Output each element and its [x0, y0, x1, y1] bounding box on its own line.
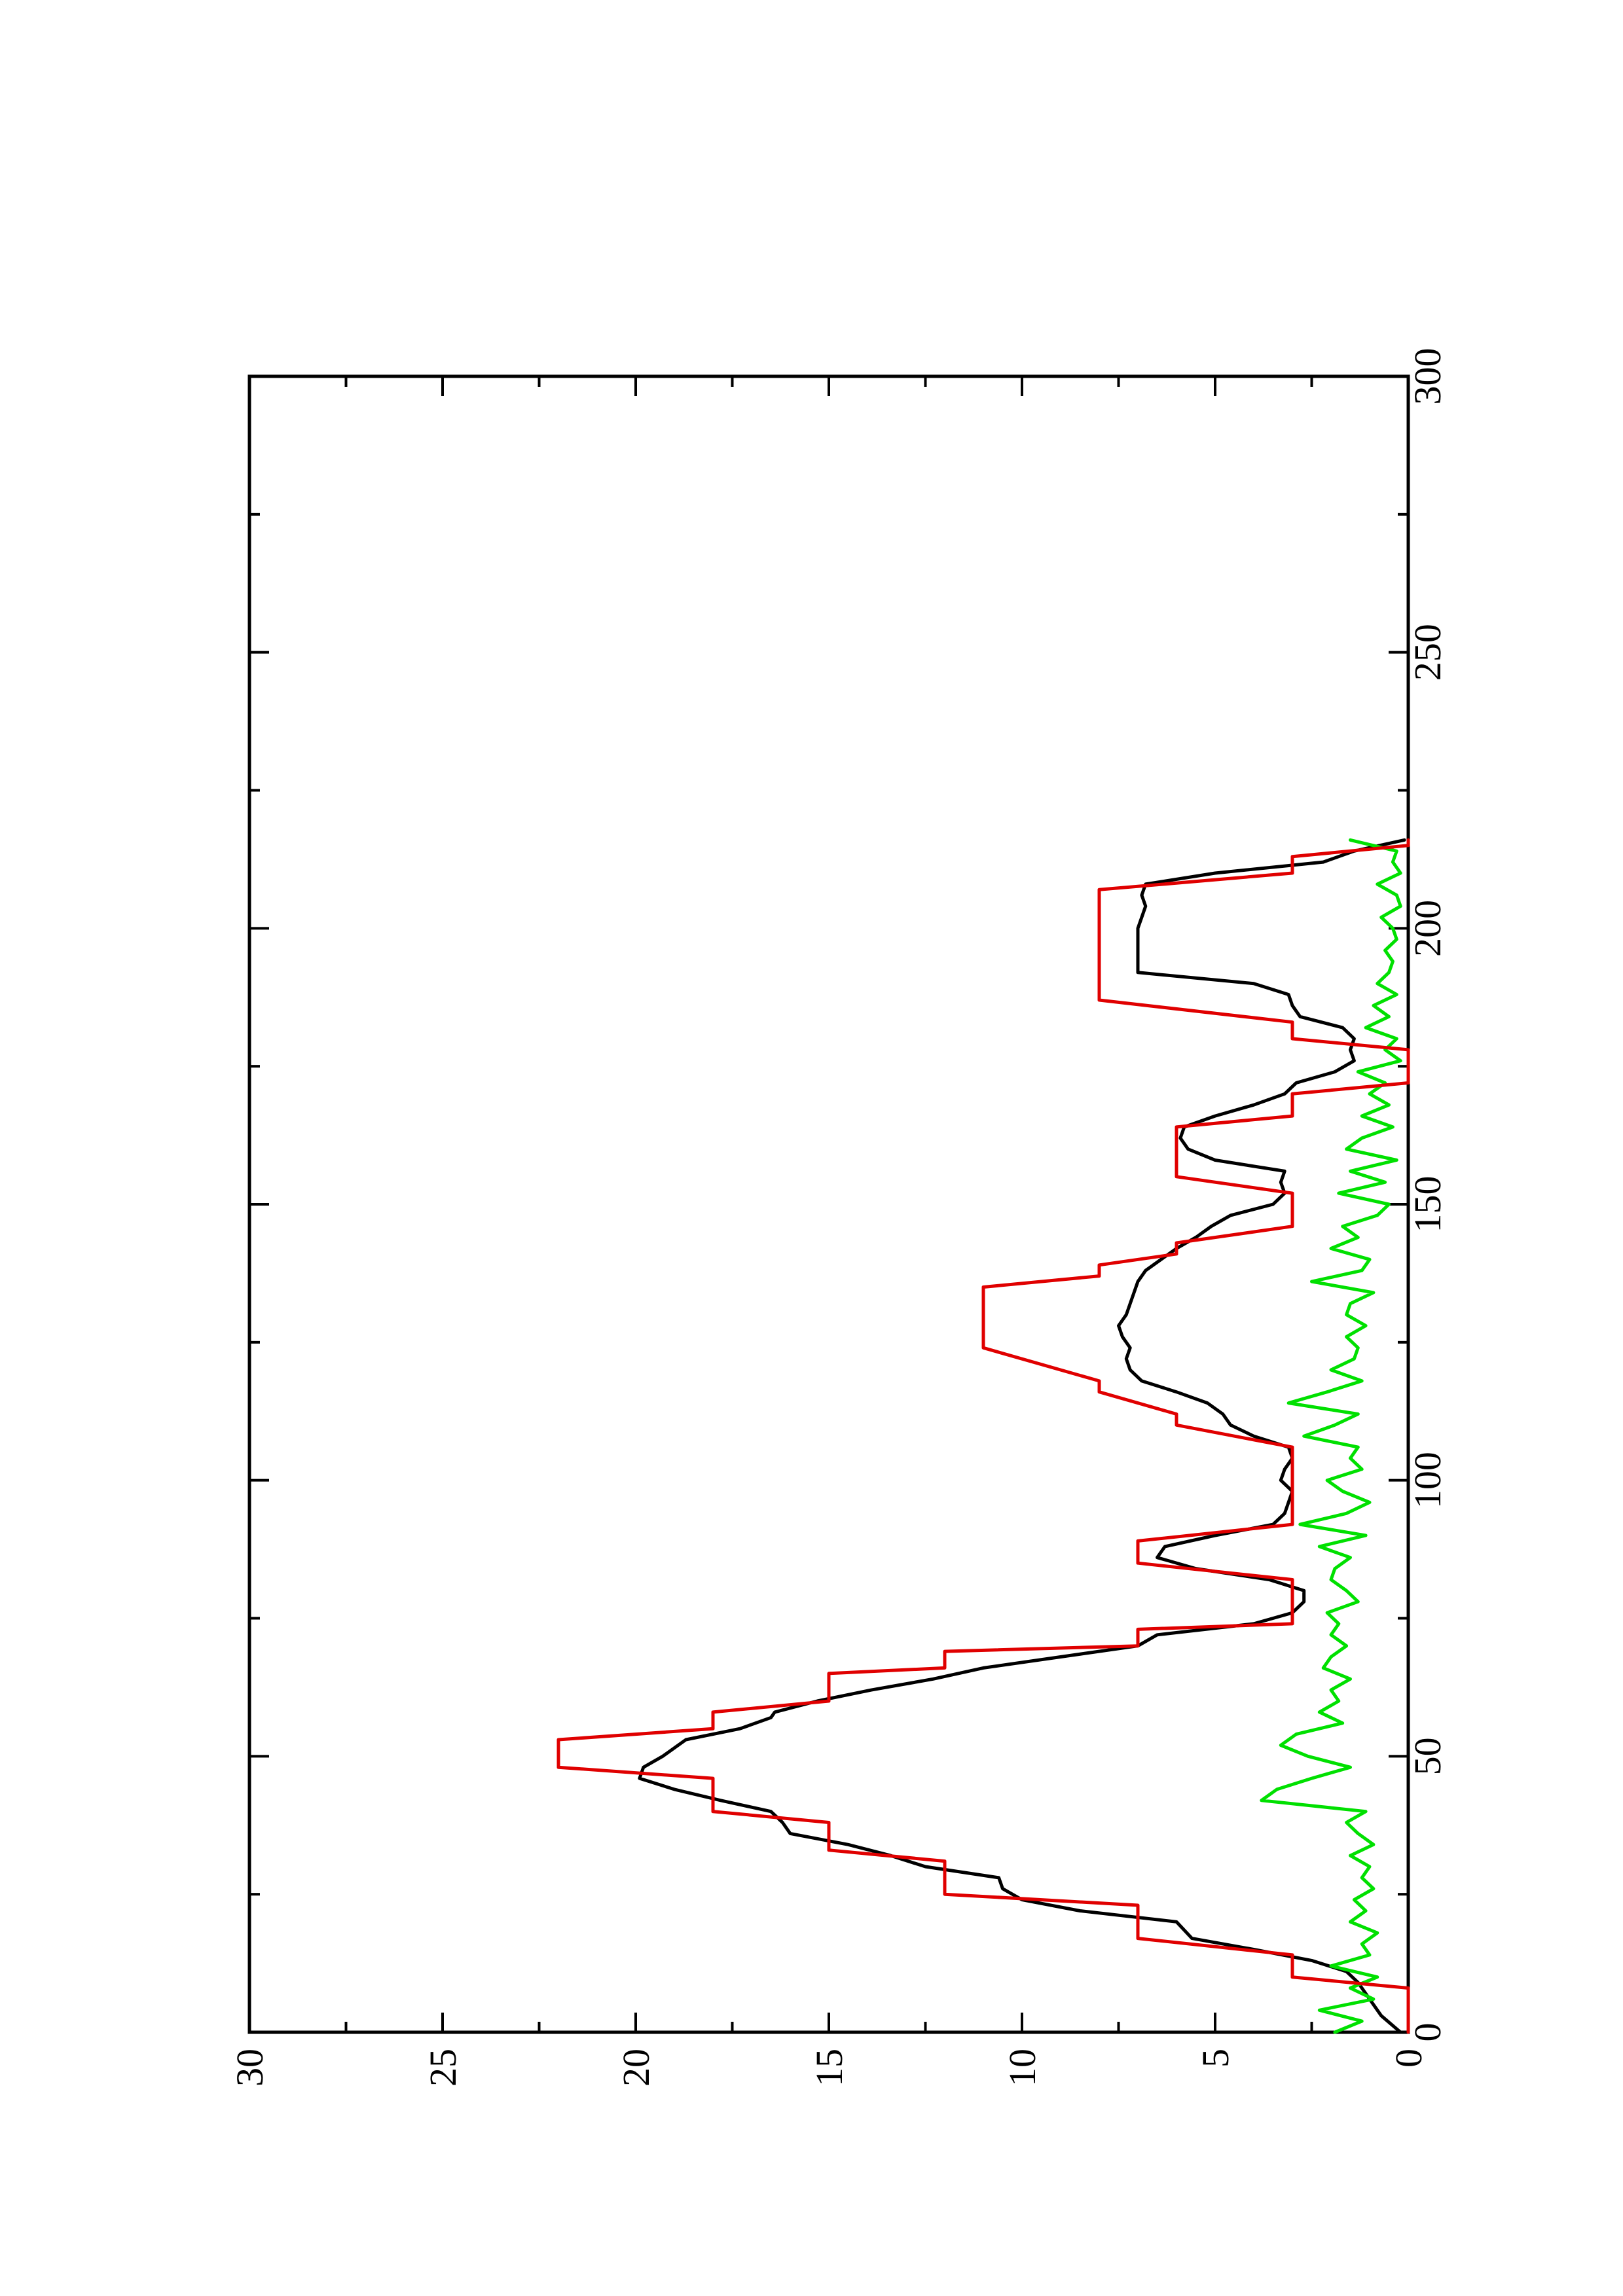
x-tick-label-0: 0 — [1406, 2023, 1449, 2042]
y-tick-label-2: 10 — [1001, 2049, 1044, 2087]
series-line-0 — [556, 838, 1410, 2034]
x-tick-label-1: 50 — [1406, 1737, 1449, 1775]
y-tick-label-3: 15 — [808, 2049, 850, 2087]
y-tick-label-5: 25 — [422, 2049, 464, 2087]
y-tick-label-4: 20 — [615, 2049, 657, 2087]
x-tick-label-5: 250 — [1406, 624, 1449, 681]
x-tick-label-6: 300 — [1406, 348, 1449, 405]
series-layer — [556, 838, 1410, 2034]
series-line-2 — [1260, 838, 1402, 2034]
x-tick-label-2: 100 — [1406, 1452, 1449, 1509]
y-tick-label-0: 0 — [1387, 2049, 1430, 2068]
x-tick-label-3: 150 — [1406, 1176, 1449, 1233]
x-tick-label-4: 200 — [1406, 900, 1449, 957]
y-tick-label-6: 30 — [228, 2049, 271, 2087]
plot-frame — [247, 374, 1410, 2034]
y-tick-label-1: 5 — [1194, 2049, 1237, 2068]
tick-marks — [248, 375, 1410, 2034]
series-line-1 — [638, 838, 1406, 2034]
x-tick-labels: 0 50 100 150 200 250 300 — [1406, 348, 1449, 2042]
y-tick-labels: 0 5 10 15 20 25 30 — [228, 2049, 1430, 2087]
